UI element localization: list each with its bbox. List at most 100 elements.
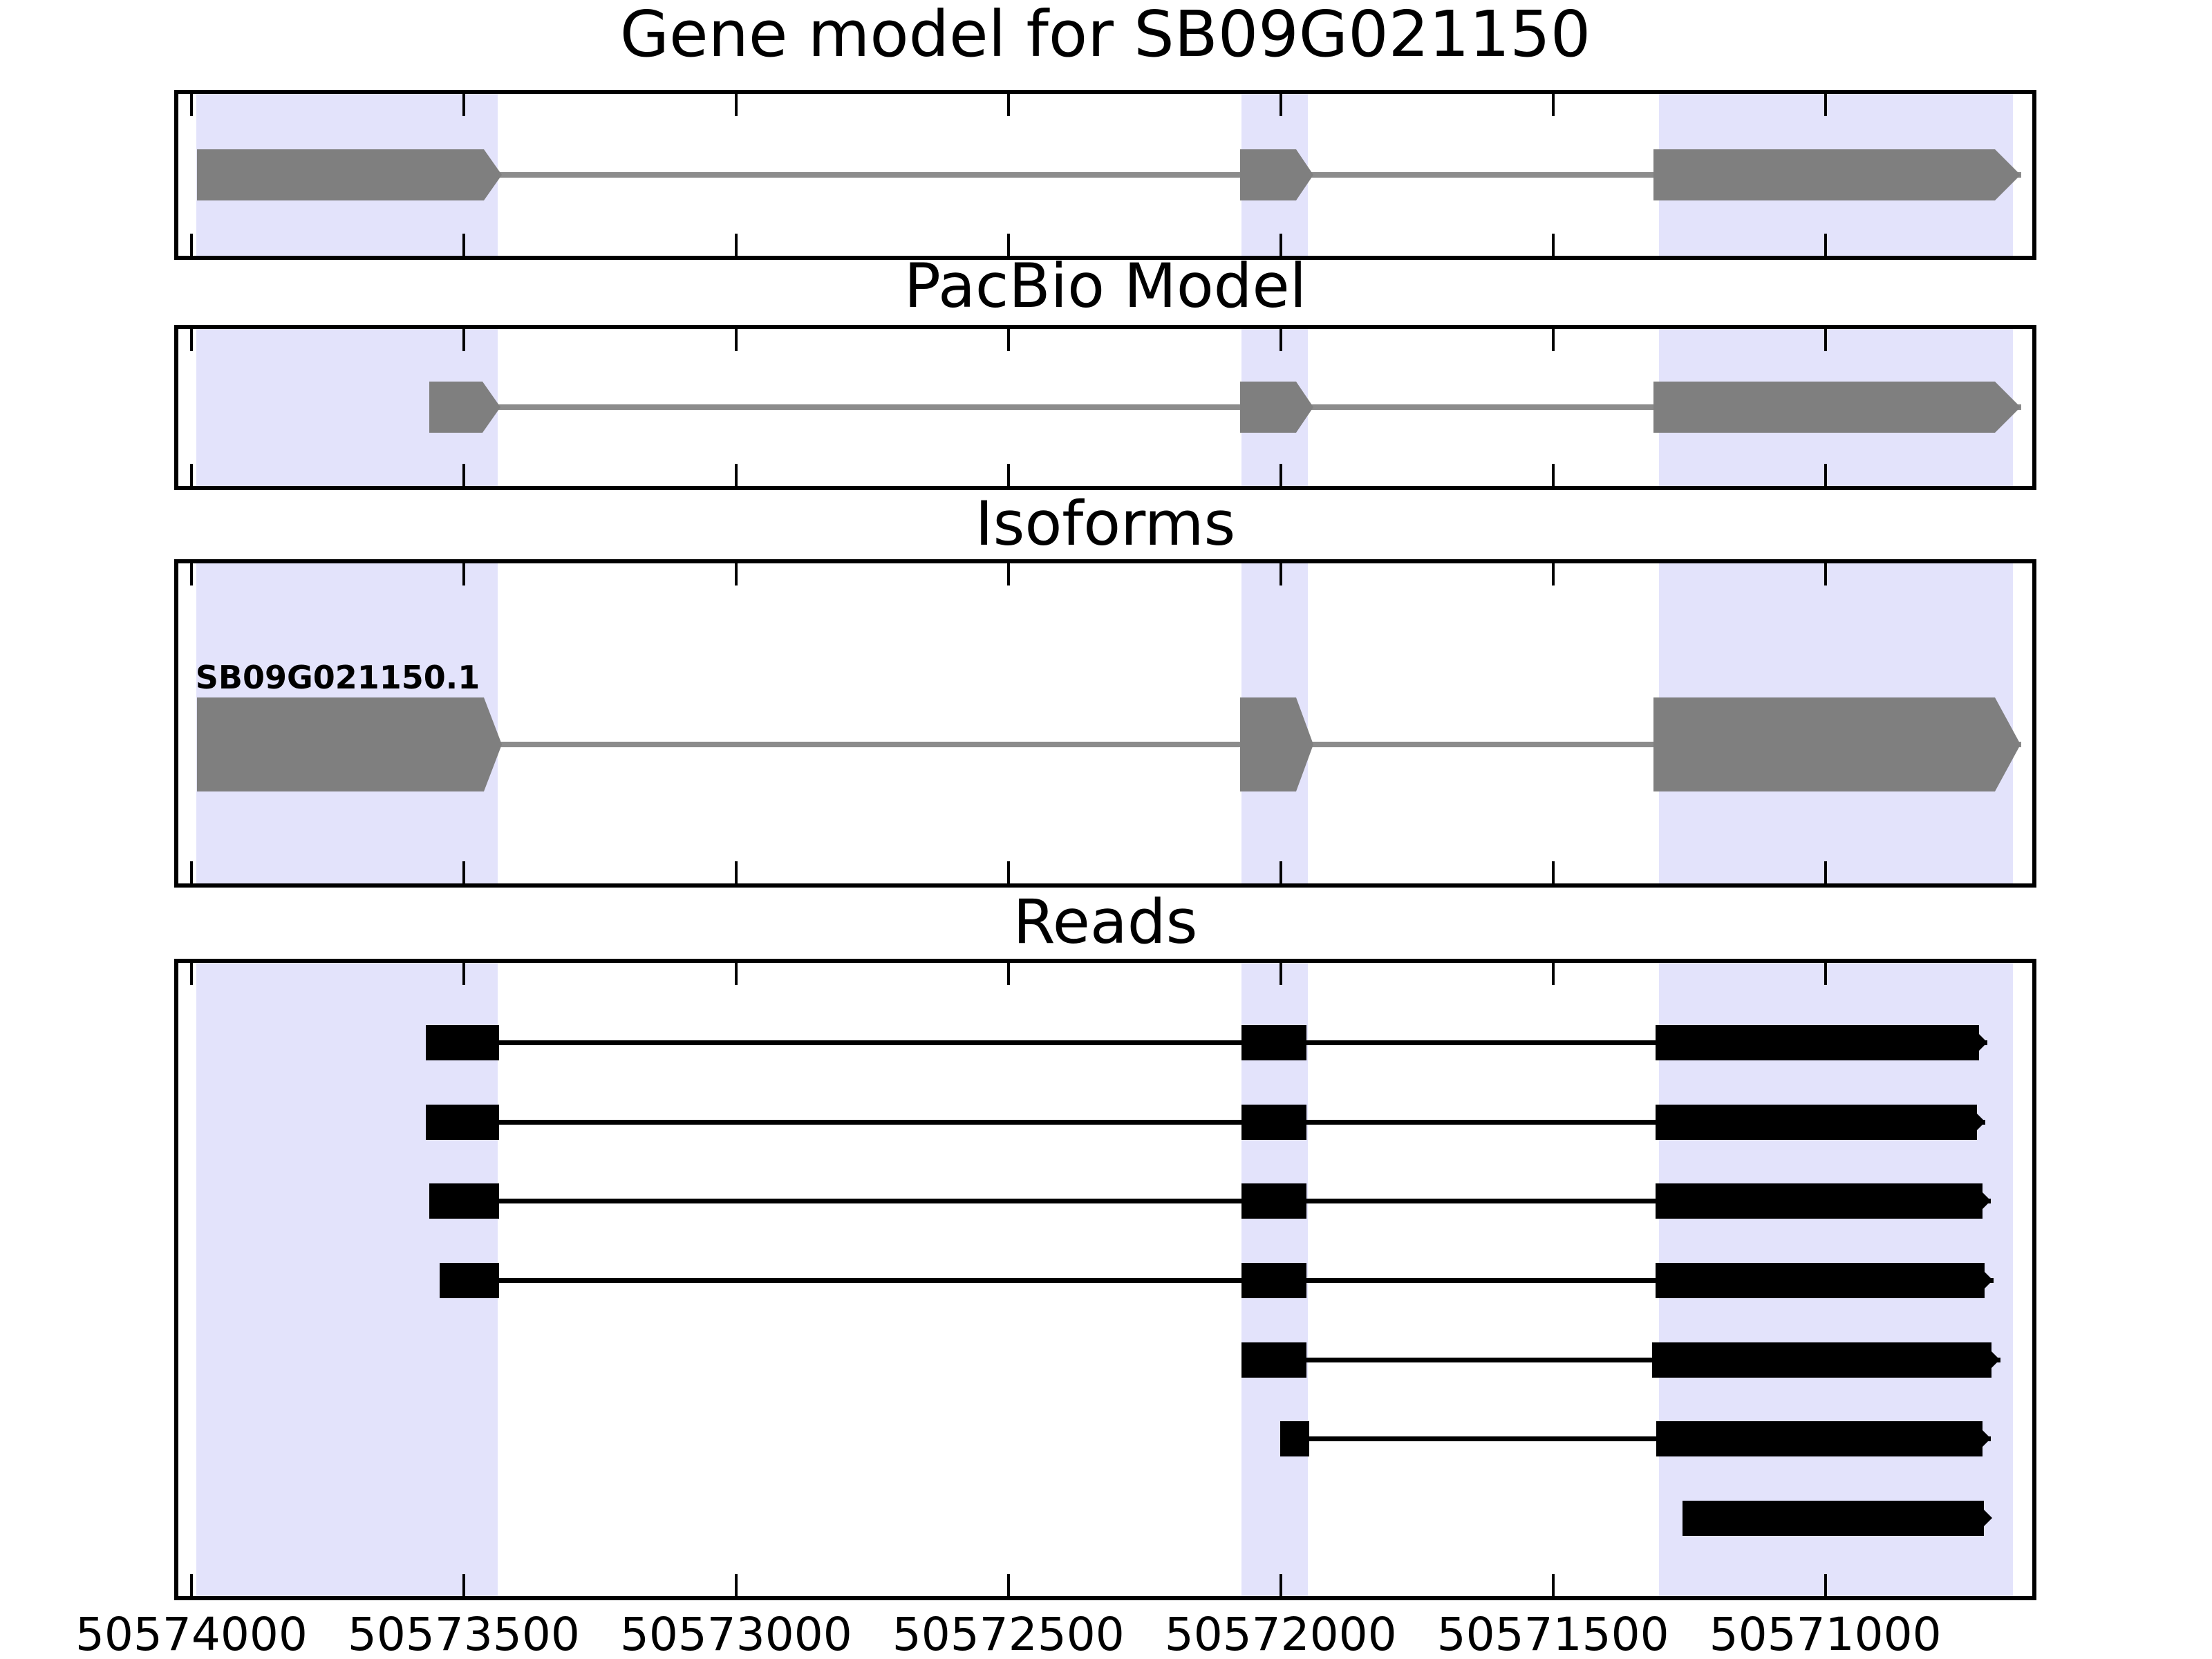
axis-tick xyxy=(1824,464,1827,486)
axis-tick xyxy=(189,563,193,585)
axis-tick xyxy=(1279,1574,1282,1596)
axis-tick xyxy=(734,963,738,985)
exon-arrow-tip-icon xyxy=(1982,1192,1991,1209)
read-exon-box xyxy=(426,1104,500,1140)
axis-tick xyxy=(1279,94,1282,116)
exon-arrow-tip-icon xyxy=(1978,1034,1987,1051)
isoform-label: SB09G021150.1 xyxy=(195,659,480,696)
exon-box xyxy=(196,149,484,200)
axis-tick xyxy=(1551,861,1555,883)
read-exon-box xyxy=(1280,1421,1310,1456)
read-exon-box xyxy=(1241,1262,1306,1298)
axis-tick xyxy=(462,329,465,351)
read-exon-box xyxy=(1655,1262,1985,1298)
exon-arrow-tip-icon xyxy=(1295,697,1313,791)
exon-arrow-tip-icon xyxy=(482,382,500,433)
exon-box xyxy=(1653,149,1996,200)
axis-tick xyxy=(734,1574,738,1596)
exon-box xyxy=(1239,382,1296,433)
read-exon-box xyxy=(1241,1183,1306,1219)
exon-box xyxy=(1239,149,1296,200)
exon-arrow-tip-icon xyxy=(1995,697,2021,791)
exon-arrow-tip-icon xyxy=(484,149,502,200)
read-exon-box xyxy=(1241,1104,1306,1140)
read-exon-box xyxy=(440,1262,500,1298)
axis-tick xyxy=(189,1574,193,1596)
axis-tick xyxy=(462,1574,465,1596)
axis-tick xyxy=(189,464,193,486)
axis-tick xyxy=(734,234,738,256)
pacbio-section-title: PacBio Model xyxy=(903,250,1307,321)
axis-tick-label: 50571500 xyxy=(1436,1608,1669,1659)
axis-tick xyxy=(462,861,465,883)
exon-arrow-tip-icon xyxy=(484,697,502,791)
axis-tick xyxy=(189,234,193,256)
axis-tick xyxy=(1006,1574,1010,1596)
read-exon-box xyxy=(429,1183,500,1219)
exon-arrow-tip-icon xyxy=(1991,1351,2000,1368)
axis-tick xyxy=(189,861,193,883)
read-connector-line xyxy=(440,1277,1994,1283)
read-exon-box xyxy=(1655,1104,1977,1140)
axis-tick xyxy=(189,963,193,985)
axis-tick xyxy=(1551,563,1555,585)
read-exon-box xyxy=(1241,1024,1306,1060)
axis-tick xyxy=(1006,861,1010,883)
axis-tick xyxy=(1824,234,1827,256)
exon-arrow-tip-icon xyxy=(1295,382,1313,433)
axis-tick xyxy=(1006,329,1010,351)
axis-tick-label: 50572500 xyxy=(892,1608,1125,1659)
read-connector-line xyxy=(426,1119,1986,1125)
axis-tick xyxy=(1551,94,1555,116)
axis-tick xyxy=(1824,329,1827,351)
axis-tick xyxy=(1006,234,1010,256)
axis-tick xyxy=(462,234,465,256)
exon-box xyxy=(196,697,484,791)
axis-tick-label: 50571000 xyxy=(1709,1608,1942,1659)
axis-tick xyxy=(1006,94,1010,116)
axis-tick xyxy=(734,563,738,585)
axis-tick xyxy=(734,464,738,486)
read-exon-box xyxy=(1652,1342,1991,1378)
exon-arrow-tip-icon xyxy=(1995,382,2021,433)
axis-tick xyxy=(1279,563,1282,585)
read-connector-line xyxy=(429,1198,1991,1203)
axis-tick xyxy=(1824,1574,1827,1596)
axis-tick xyxy=(462,963,465,985)
exon-box xyxy=(1653,697,1996,791)
read-connector-line xyxy=(1280,1436,1991,1441)
intron-line xyxy=(196,172,2022,178)
exon-box xyxy=(1653,382,1996,433)
intron-line xyxy=(196,742,2022,747)
read-exon-box xyxy=(1655,1024,1979,1060)
exon-arrow-tip-icon xyxy=(1976,1114,1985,1130)
axis-tick xyxy=(1279,234,1282,256)
read-connector-line xyxy=(1241,1357,2000,1362)
axis-tick xyxy=(1006,563,1010,585)
axis-tick xyxy=(1824,94,1827,116)
isoforms-section-title: Isoforms xyxy=(975,488,1236,559)
read-connector-line xyxy=(426,1040,1988,1045)
exon-arrow-tip-icon xyxy=(1982,1430,1991,1447)
read-exon-box xyxy=(1683,1500,1984,1536)
axis-tick-label: 50573000 xyxy=(619,1608,852,1659)
axis-tick xyxy=(1551,1574,1555,1596)
read-exon-box xyxy=(1241,1342,1306,1378)
axis-tick xyxy=(1824,563,1827,585)
axis-tick xyxy=(189,329,193,351)
axis-tick xyxy=(1551,464,1555,486)
axis-tick xyxy=(462,563,465,585)
axis-tick xyxy=(1006,963,1010,985)
read-exon-box xyxy=(1656,1421,1983,1456)
exon-arrow-tip-icon xyxy=(1985,1272,1994,1288)
axis-tick xyxy=(1279,464,1282,486)
axis-tick xyxy=(1006,464,1010,486)
exon-box xyxy=(429,382,482,433)
axis-tick xyxy=(1824,963,1827,985)
reads-section-title: Reads xyxy=(1013,886,1198,957)
axis-tick xyxy=(1279,861,1282,883)
exon-arrow-tip-icon xyxy=(1983,1510,1992,1526)
exon-arrow-tip-icon xyxy=(1995,149,2021,200)
read-exon-box xyxy=(426,1024,500,1060)
